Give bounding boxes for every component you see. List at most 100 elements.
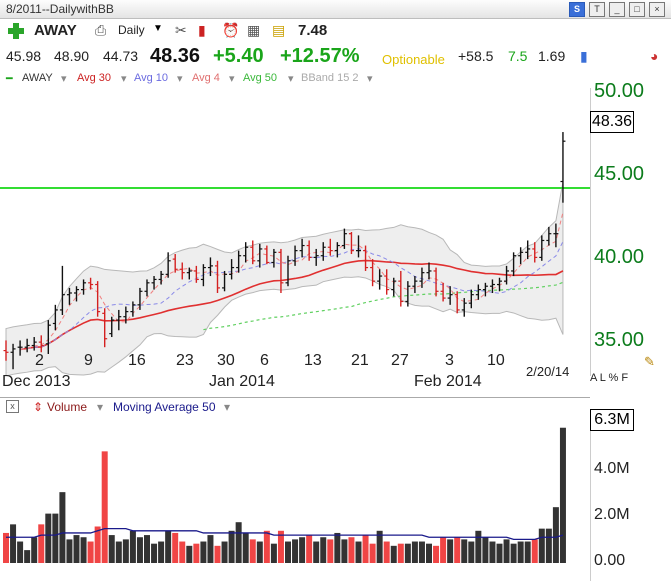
sort-icon[interactable]: ⇕ [33, 400, 44, 414]
quote-value-3: 1.69 [538, 48, 566, 64]
volume-bar [454, 537, 461, 563]
symbol-label[interactable]: AWAY [34, 22, 77, 39]
add-symbol-icon[interactable] [6, 21, 26, 41]
legend-avg4[interactable]: Avg 4 [192, 72, 220, 84]
price-tick-label: 50.00 [594, 80, 645, 102]
volume-bar [426, 543, 432, 563]
legend-avg50[interactable]: Avg 50 [243, 72, 278, 84]
volume-bar [447, 539, 454, 563]
volume-bar [87, 541, 94, 563]
legend-avg10[interactable]: Avg 10 [134, 72, 169, 84]
window-controls: S T _ □ × [569, 2, 665, 17]
volume-bar [496, 543, 503, 563]
chevron-down-icon[interactable]: ▾ [224, 400, 231, 414]
alarm-clock-icon[interactable]: ⏰ [222, 22, 240, 38]
chevron-down-icon[interactable]: ▾ [229, 73, 235, 85]
volume-header: x ⇕ Volume ▾ Moving Average 50 ▾ [0, 397, 590, 416]
volume-label[interactable]: Volume [47, 400, 88, 414]
day-label: 10 [487, 352, 505, 369]
chevron-down-icon[interactable]: ▾ [121, 73, 127, 85]
quote-value-2: 7.5 [508, 48, 528, 64]
volume-bar [545, 528, 552, 563]
legend-symbol-icon: ━ [6, 73, 13, 85]
scale-options[interactable]: A L % F [590, 372, 629, 384]
volume-bar [468, 541, 475, 563]
volume-bar [38, 524, 45, 563]
volume-bar [440, 537, 447, 563]
price-chart[interactable] [0, 88, 590, 376]
volume-bar [411, 541, 418, 563]
legend-bband[interactable]: BBand 15 2 [301, 72, 359, 84]
volume-bar [376, 530, 383, 563]
volume-bar [552, 507, 559, 563]
pencil-icon[interactable]: ✎ [644, 354, 655, 369]
close-panel-icon[interactable]: x [6, 400, 19, 413]
avg50-line [203, 281, 564, 331]
day-label: 27 [391, 352, 409, 369]
volume-bar [306, 535, 313, 563]
chevron-down-icon[interactable]: ▾ [61, 73, 67, 85]
volume-bar [355, 541, 362, 563]
legend-symbol[interactable]: AWAY [22, 72, 53, 84]
volume-bar [277, 530, 284, 563]
price-change: +5.40 [213, 45, 264, 67]
volume-bar [242, 532, 249, 563]
day-label: 21 [351, 352, 369, 369]
volume-bar [538, 528, 545, 563]
volume-bar [151, 543, 158, 563]
current-price-tag: 48.36 [590, 111, 634, 133]
window-title: 8/2011--DailywithBB [6, 2, 114, 16]
volume-bar [383, 541, 390, 563]
volume-bar [489, 541, 496, 563]
candle-icon[interactable]: ▮ [198, 22, 206, 38]
maximize-icon[interactable]: □ [629, 2, 645, 17]
price-tick-label: 45.00 [594, 163, 645, 185]
volume-bar [433, 545, 440, 563]
current-volume-tag: 6.3M [590, 409, 634, 431]
volume-bar [144, 535, 150, 563]
s-icon[interactable]: S [569, 2, 585, 17]
chevron-down-icon[interactable]: ▾ [288, 73, 294, 85]
volume-chart[interactable] [0, 415, 590, 581]
chevron-down-icon[interactable]: ▾ [97, 400, 104, 414]
chevron-down-icon[interactable]: ▾ [177, 73, 183, 85]
volume-bar [200, 541, 207, 563]
volume-bar [3, 532, 9, 563]
avg30-line [19, 259, 564, 351]
volume-tick-label: 4.0M [594, 460, 630, 477]
volume-bar [122, 539, 129, 563]
last-date-label: 2/20/14 [526, 364, 570, 379]
volume-bar [108, 535, 115, 563]
database-icon[interactable]: ▮ [580, 48, 588, 64]
note-icon[interactable]: ▤ [272, 22, 286, 38]
chevron-down-icon[interactable]: ▾ [367, 73, 373, 85]
minimize-icon[interactable]: _ [609, 2, 625, 17]
price-chart-panel[interactable] [0, 88, 591, 376]
volume-bar [158, 541, 165, 563]
legend-avg30[interactable]: Avg 30 [77, 72, 112, 84]
ticker-icon[interactable]: T [589, 2, 605, 17]
volume-bar [66, 539, 73, 563]
volume-chart-panel[interactable] [0, 415, 591, 581]
volume-bar [397, 543, 404, 563]
low-value: 44.73 [103, 48, 139, 64]
volume-bar [327, 539, 334, 563]
volume-bar [179, 541, 186, 563]
volume-bar [165, 530, 172, 563]
volume-ma-label[interactable]: Moving Average 50 [113, 400, 216, 414]
grid-icon[interactable]: ▦ [247, 22, 261, 38]
volume-bar [348, 537, 355, 563]
chevron-down-icon[interactable]: ▼ [153, 23, 163, 34]
volume-bar [320, 537, 327, 563]
palette-icon[interactable]: ◕ [650, 48, 659, 64]
period-select[interactable]: Daily [118, 23, 145, 37]
window-titlebar: 8/2011--DailywithBB S T _ □ × [0, 0, 671, 19]
last-price: 48.36 [150, 45, 201, 67]
volume-bar [404, 543, 411, 563]
volume-bar [559, 427, 566, 563]
day-label: 3 [445, 352, 454, 369]
close-icon[interactable]: × [649, 2, 665, 17]
tools-icon[interactable]: ✂ [175, 22, 187, 38]
print-icon[interactable]: ⎙ [95, 22, 107, 38]
volume-bar [270, 543, 277, 563]
